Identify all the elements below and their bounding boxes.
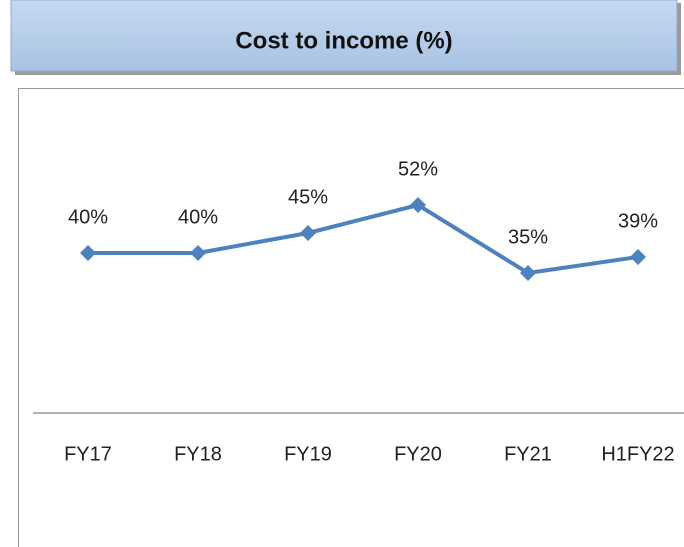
x-tick-label: H1FY22 <box>601 443 674 465</box>
data-label: 40% <box>68 206 108 228</box>
marker <box>410 197 426 213</box>
x-tick-label: FY18 <box>174 443 222 465</box>
line <box>88 203 639 275</box>
plot-frame <box>18 88 684 547</box>
marker <box>630 249 646 265</box>
x-tick-label: FY21 <box>504 443 552 465</box>
x-tick-label: FY19 <box>284 443 332 465</box>
data-label: 52% <box>398 158 438 180</box>
marker <box>300 225 316 241</box>
x-tick-label: FY17 <box>64 443 112 465</box>
data-label: 45% <box>288 186 328 208</box>
header-banner <box>10 0 678 72</box>
marker <box>80 245 96 261</box>
marker <box>520 265 536 281</box>
marker <box>190 245 206 261</box>
data-label: 35% <box>508 226 548 248</box>
data-label: 39% <box>618 210 658 232</box>
chart-title: Cost to income (%) <box>235 27 452 54</box>
data-label: 40% <box>178 206 218 228</box>
x-tick-label: FY20 <box>394 443 442 465</box>
